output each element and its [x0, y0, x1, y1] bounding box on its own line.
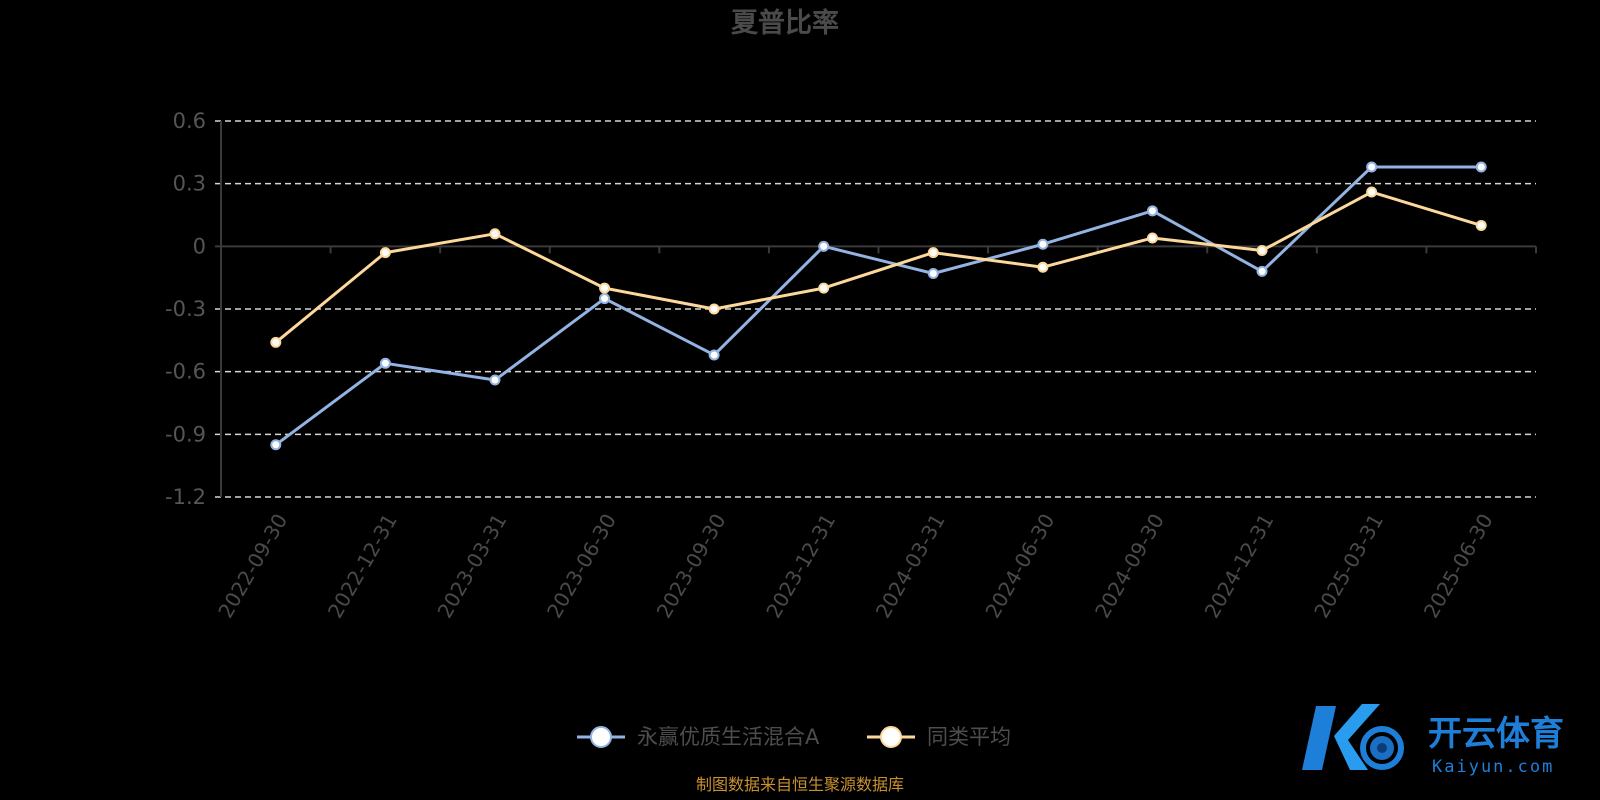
data-point-fund[interactable] [379, 357, 391, 369]
y-tick-label: 0 [193, 234, 206, 258]
y-tick-label: -0.6 [165, 360, 206, 384]
series-line-fund [274, 165, 1482, 446]
data-point-fund[interactable] [1256, 265, 1268, 277]
y-tick-label: -0.9 [165, 422, 206, 446]
data-point-peer-average[interactable] [1366, 186, 1378, 198]
grid-lines [215, 120, 1536, 498]
data-point-peer-average[interactable] [1146, 232, 1158, 244]
legend: 永赢优质生活混合A 同类平均 [577, 725, 1011, 749]
legend-item-peer-average[interactable]: 同类平均 [867, 725, 1011, 749]
data-point-fund[interactable] [1146, 205, 1158, 217]
x-tick-label: 2023-12-31 [761, 510, 840, 623]
kaiyun-logo-icon [1302, 704, 1404, 770]
x-tick-label: 2023-09-30 [652, 510, 731, 623]
legend-swatch-fund-marker [590, 726, 612, 748]
data-point-peer-average[interactable] [927, 247, 939, 259]
data-point-fund[interactable] [927, 267, 939, 279]
x-tick-label: 2023-06-30 [542, 510, 621, 623]
y-tick-label: -1.2 [165, 485, 206, 509]
x-tick-label: 2025-03-31 [1309, 510, 1388, 623]
data-point-fund[interactable] [270, 439, 282, 451]
data-point-peer-average[interactable] [1475, 219, 1487, 231]
series-line-peer-average [274, 190, 1482, 344]
kaiyun-logo-watermark: 开云体育 Kaiyun.com [1302, 704, 1564, 777]
x-tick-label: 2024-09-30 [1090, 510, 1169, 623]
data-point-peer-average[interactable] [379, 247, 391, 259]
data-point-fund[interactable] [599, 293, 611, 305]
data-point-peer-average[interactable] [599, 282, 611, 294]
axes: 0.6 0.3 0 -0.3 -0.6 -0.9 -1.2 2022-09-30 2022-12… [165, 109, 1537, 623]
x-tick-label: 2022-12-31 [323, 510, 402, 623]
data-point-fund[interactable] [708, 349, 720, 361]
x-tick-label: 2024-06-30 [980, 510, 1059, 623]
data-point-peer-average[interactable] [1256, 245, 1268, 257]
data-point-peer-average[interactable] [489, 228, 501, 240]
x-tick-label: 2025-06-30 [1419, 510, 1498, 623]
data-series [270, 161, 1487, 451]
legend-item-fund[interactable]: 永赢优质生活混合A [577, 725, 820, 749]
x-tick-label: 2024-03-31 [871, 510, 950, 623]
y-tick-label: 0.6 [173, 109, 206, 133]
chart-title: 夏普比率 [731, 7, 839, 39]
data-point-peer-average[interactable] [708, 303, 720, 315]
legend-swatch-average-marker [880, 726, 902, 748]
legend-label-peer-average: 同类平均 [927, 725, 1011, 749]
kaiyun-logo-cn: 开云体育 [1428, 714, 1564, 754]
data-point-fund[interactable] [1475, 161, 1487, 173]
data-point-peer-average[interactable] [270, 336, 282, 348]
data-point-fund[interactable] [1037, 238, 1049, 250]
data-source-note: 制图数据来自恒生聚源数据库 [696, 775, 904, 794]
legend-label-fund: 永赢优质生活混合A [637, 725, 820, 749]
data-point-fund[interactable] [489, 374, 501, 386]
x-tick-label: 2024-12-31 [1200, 510, 1279, 623]
data-point-fund[interactable] [1366, 161, 1378, 173]
data-point-fund[interactable] [818, 240, 830, 252]
x-tick-label: 2022-09-30 [213, 510, 292, 623]
data-point-peer-average[interactable] [1037, 261, 1049, 273]
kaiyun-logo-en: Kaiyun.com [1432, 757, 1554, 777]
y-tick-label: -0.3 [165, 297, 206, 321]
data-point-peer-average[interactable] [818, 282, 830, 294]
y-tick-label: 0.3 [173, 172, 206, 196]
x-tick-label: 2023-03-31 [433, 510, 512, 623]
